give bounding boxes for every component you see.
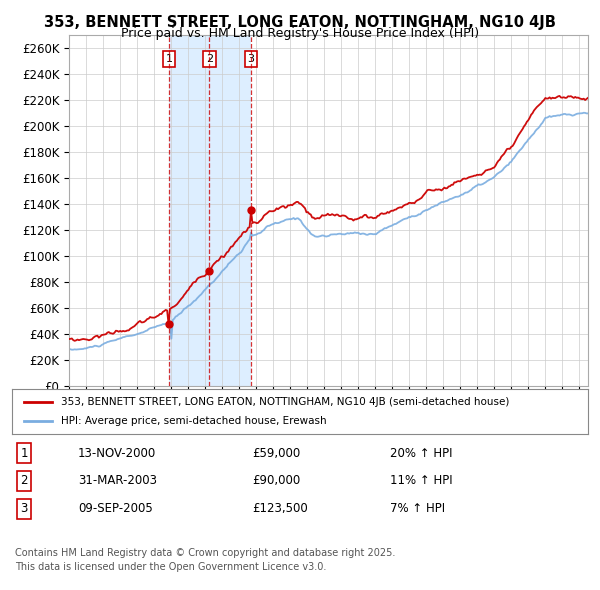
Text: HPI: Average price, semi-detached house, Erewash: HPI: Average price, semi-detached house,… xyxy=(61,417,326,426)
Text: 13-NOV-2000: 13-NOV-2000 xyxy=(78,447,156,460)
Text: 3: 3 xyxy=(247,54,254,64)
Text: 353, BENNETT STREET, LONG EATON, NOTTINGHAM, NG10 4JB: 353, BENNETT STREET, LONG EATON, NOTTING… xyxy=(44,15,556,30)
Text: Contains HM Land Registry data © Crown copyright and database right 2025.: Contains HM Land Registry data © Crown c… xyxy=(15,548,395,558)
Text: £59,000: £59,000 xyxy=(252,447,300,460)
Text: 31-MAR-2003: 31-MAR-2003 xyxy=(78,474,157,487)
Bar xyxy=(169,35,251,386)
Text: 353, BENNETT STREET, LONG EATON, NOTTINGHAM, NG10 4JB (semi-detached house): 353, BENNETT STREET, LONG EATON, NOTTING… xyxy=(61,397,509,407)
Text: Price paid vs. HM Land Registry's House Price Index (HPI): Price paid vs. HM Land Registry's House … xyxy=(121,27,479,40)
Text: 1: 1 xyxy=(20,447,28,460)
Text: 1: 1 xyxy=(166,54,172,64)
Text: 7% ↑ HPI: 7% ↑ HPI xyxy=(390,502,445,515)
Text: This data is licensed under the Open Government Licence v3.0.: This data is licensed under the Open Gov… xyxy=(15,562,326,572)
Text: 20% ↑ HPI: 20% ↑ HPI xyxy=(390,447,452,460)
Text: £123,500: £123,500 xyxy=(252,502,308,515)
Text: 11% ↑ HPI: 11% ↑ HPI xyxy=(390,474,452,487)
Text: 09-SEP-2005: 09-SEP-2005 xyxy=(78,502,153,515)
Text: £90,000: £90,000 xyxy=(252,474,300,487)
Text: 2: 2 xyxy=(20,474,28,487)
Text: 2: 2 xyxy=(206,54,213,64)
Text: 3: 3 xyxy=(20,502,28,515)
